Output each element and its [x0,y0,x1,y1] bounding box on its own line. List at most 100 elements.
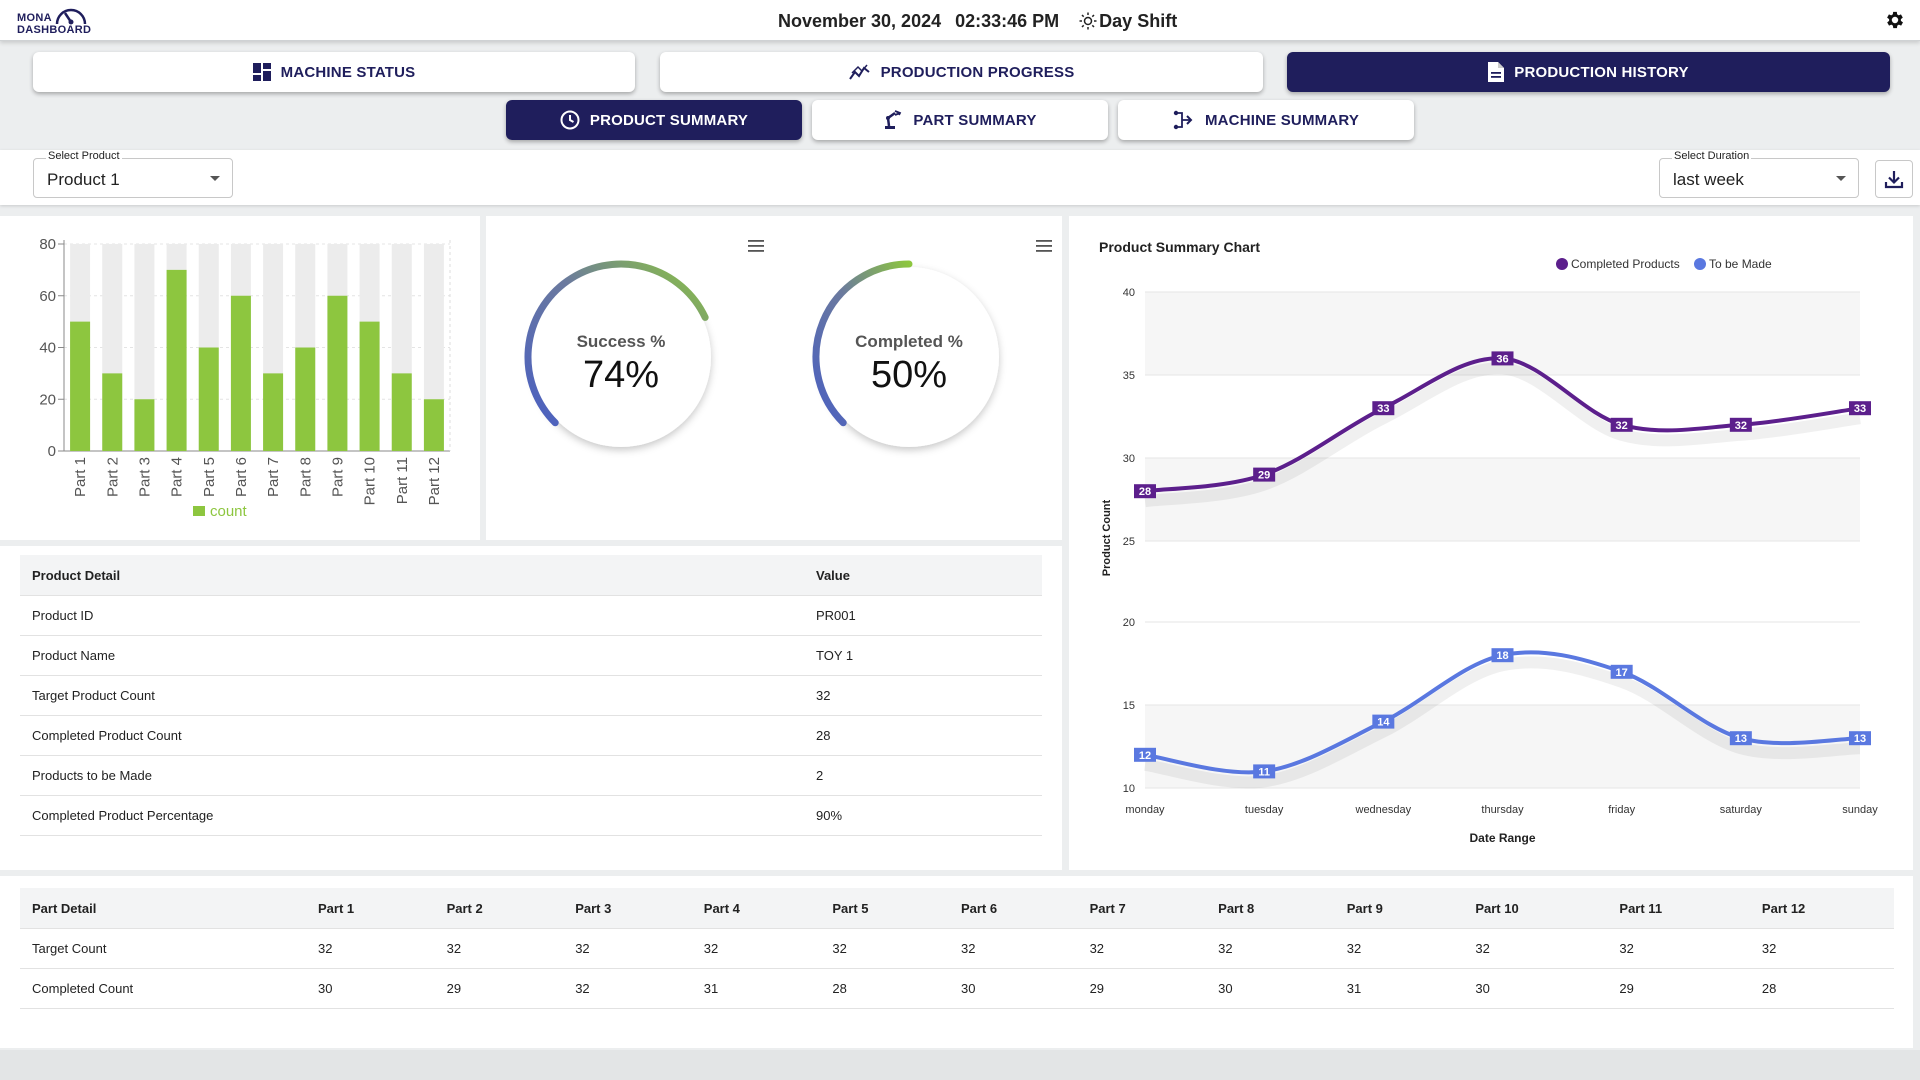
table-header-cell: Part Detail [20,888,306,929]
table-cell: 30 [1463,968,1608,1009]
table-cell: 28 [820,968,949,1009]
tab-part-summary-label: PART SUMMARY [913,111,1037,129]
x-tick-label: Part 6 [233,457,250,497]
hamburger-menu-icon[interactable] [1036,240,1052,252]
data-label: 32 [1616,420,1628,432]
bar[interactable] [327,295,348,451]
x-tick-label: Part 12 [426,457,443,505]
document-icon [1488,62,1505,82]
table-cell: 32 [691,928,821,969]
x-tick-label: Part 1 [72,457,89,497]
data-label-box[interactable] [1253,467,1276,482]
shift-indicator: Day Shift [1079,11,1177,31]
y-axis-title: Product Count [1101,499,1113,576]
bar[interactable] [423,399,444,451]
data-label: 11 [1258,766,1270,778]
table-header-cell: Part 10 [1463,888,1608,929]
legend-marker[interactable] [1556,258,1568,270]
gauge-disc [819,267,999,447]
completed-gauge-value: 50% [870,354,948,396]
y-tick-label: 15 [1123,700,1135,712]
tab-production-history[interactable]: PRODUCTION HISTORY [1287,52,1890,92]
gauge-disc [531,267,711,447]
table-cell: 32 [1749,928,1894,969]
table-cell: PR001 [804,595,1042,636]
tab-production-progress[interactable]: PRODUCTION PROGRESS [660,52,1263,92]
x-tick-label: Part 10 [362,457,379,505]
bar[interactable] [166,269,187,451]
table-header-cell: Part 4 [691,888,821,929]
table-cell: 31 [1334,968,1464,1009]
download-button[interactable] [1875,160,1913,198]
table-header-cell: Part 5 [820,888,949,929]
table-cell: 32 [306,928,435,969]
x-tick-label: Part 5 [201,457,218,497]
x-tick-label: Part 7 [265,457,282,497]
table-cell: 32 [1077,928,1207,969]
table-cell: TOY 1 [804,635,1042,676]
bar[interactable] [134,399,155,451]
success-gauge-label: Success % [576,332,666,351]
data-label: 14 [1377,717,1390,729]
product-select[interactable]: Select Product Product 1 [33,150,233,198]
legend-marker[interactable] [1694,258,1706,270]
current-date: November 30, 2024 [778,11,942,31]
legend-label[interactable]: Completed Products [1571,257,1680,271]
bar[interactable] [230,295,251,451]
table-cell: 2 [804,755,1042,796]
data-label: 12 [1139,750,1151,762]
data-label-box[interactable] [1491,351,1514,366]
bar[interactable] [295,347,316,452]
robot-arm-icon [885,110,902,129]
table-header-cell: Part 1 [306,888,435,929]
data-label-box[interactable] [1849,731,1871,746]
data-label-box[interactable] [1134,747,1156,762]
tab-product-summary[interactable]: PRODUCT SUMMARY [506,100,802,140]
bar[interactable] [391,373,412,451]
tab-part-summary[interactable]: PART SUMMARY [812,100,1108,140]
table-cell: Completed Product Count [20,715,804,756]
data-label: 33 [1854,403,1866,415]
completed-gauge-label: Completed % [855,332,963,351]
table-header-cell: Part 6 [948,888,1078,929]
data-label-box[interactable] [1372,714,1395,729]
duration-select[interactable]: Select Duration last week [1659,150,1859,198]
data-label-box[interactable] [1729,417,1752,432]
bar[interactable] [70,321,91,451]
data-label-box[interactable] [1610,664,1633,679]
legend-label[interactable]: count [210,503,248,520]
data-label-box[interactable] [1491,648,1514,663]
hamburger-menu-icon[interactable] [748,240,764,252]
tab-machine-status[interactable]: MACHINE STATUS [33,52,635,92]
data-label-box[interactable] [1372,401,1395,416]
bar[interactable] [359,321,380,451]
duration-select-value: last week [1673,170,1744,189]
speedometer-icon [55,8,87,25]
table-row: Target Product Count 32 [20,675,1042,716]
series-shadow [1144,656,1861,789]
tab-machine-summary[interactable]: MACHINE SUMMARY [1118,100,1414,140]
progress-chart-icon [848,64,870,80]
bar[interactable] [102,373,123,451]
table-cell: 90% [804,795,1042,836]
data-label-box[interactable] [1849,401,1871,416]
download-icon [1884,171,1904,189]
y-tick-label: 35 [1123,370,1135,382]
data-label: 13 [1735,733,1747,745]
top-bar: MONA DASHBOARD November 30, 2024 02:33:46… [0,0,1920,41]
data-label-box[interactable] [1610,417,1633,432]
settings-gear-icon[interactable] [1884,9,1906,31]
table-cell: Completed Product Percentage [20,795,804,836]
bar[interactable] [263,373,284,451]
data-label-box[interactable] [1134,484,1156,499]
table-header-cell: Product Detail [20,555,804,596]
table-cell: Target Count [20,928,306,969]
table-cell: Product Name [20,635,804,676]
legend-label[interactable]: To be Made [1709,257,1772,271]
dashboard-grid-icon [252,63,271,81]
data-label-box[interactable] [1253,764,1276,779]
app-logo[interactable]: MONA DASHBOARD [17,2,93,38]
data-label-box[interactable] [1729,731,1752,746]
x-tick-label: monday [1125,804,1165,816]
bar[interactable] [198,347,219,452]
